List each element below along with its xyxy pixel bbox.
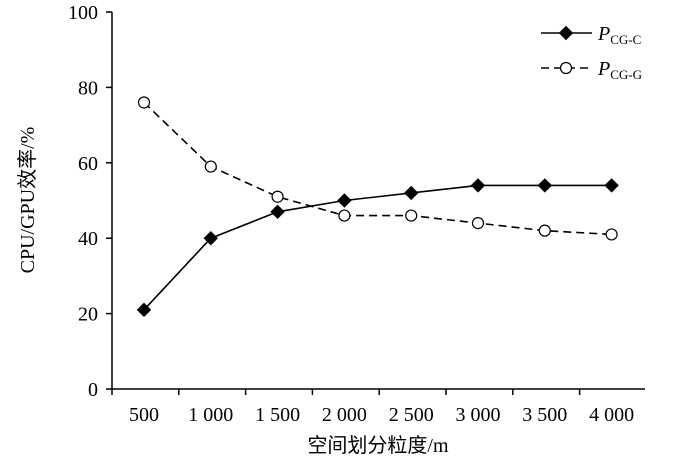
- series-cg-g: [137, 96, 618, 241]
- y-tick-label: 40: [78, 228, 98, 250]
- x-tick-label: 2 500: [389, 404, 434, 426]
- legend-entry: PCG-C: [541, 23, 641, 47]
- y-tick-label: 0: [88, 379, 98, 401]
- data-point: [537, 178, 553, 193]
- legend-label: PCG-C: [597, 23, 641, 47]
- data-point: [604, 178, 619, 193]
- series-layer: [136, 96, 619, 318]
- legend-label-main: P: [597, 58, 610, 80]
- data-point: [337, 193, 352, 208]
- series-cg-c: [136, 178, 619, 318]
- x-axis-title: 空间划分粒度/m: [307, 434, 449, 457]
- legend-label-main: P: [597, 23, 610, 45]
- y-tick-label: 100: [68, 2, 98, 24]
- legend-label-sub: CG-G: [610, 67, 642, 82]
- data-point: [271, 190, 284, 203]
- y-tick-label: 20: [78, 304, 98, 326]
- x-tick-label: 3 000: [456, 404, 501, 426]
- x-tick-label: 4 000: [589, 404, 634, 426]
- legend-marker: [559, 61, 573, 75]
- data-point: [538, 224, 551, 237]
- data-point: [470, 178, 486, 193]
- axes: 0 20 40 60 80 100 500 1 000 1 500 2 000 2 500 3 000…: [68, 2, 645, 426]
- data-point: [204, 160, 217, 173]
- legend-label-sub: CG-C: [610, 32, 641, 47]
- data-point: [270, 204, 285, 220]
- data-point: [403, 185, 419, 201]
- data-point: [136, 302, 152, 318]
- x-tick-label: 500: [129, 404, 159, 426]
- data-point: [137, 96, 151, 109]
- series-line: [143, 101, 612, 236]
- legend-label: PCG-G: [597, 58, 642, 82]
- data-point: [338, 209, 351, 222]
- legend-marker: [558, 25, 574, 41]
- x-tick-label: 2 000: [322, 404, 367, 426]
- data-point: [605, 228, 618, 241]
- data-point: [471, 217, 485, 230]
- legend-entry: PCG-G: [541, 58, 642, 82]
- y-tick-label: 60: [78, 153, 98, 175]
- x-tick-label: 1 500: [255, 404, 300, 426]
- y-axis-title: CPU/GPU效率/%: [16, 127, 39, 274]
- x-tick-label: 3 500: [522, 404, 567, 426]
- x-tick-label: 1 000: [188, 404, 233, 426]
- y-tick-label: 80: [78, 77, 98, 99]
- data-point: [405, 209, 418, 222]
- series-line: [143, 184, 612, 311]
- data-point: [203, 230, 219, 246]
